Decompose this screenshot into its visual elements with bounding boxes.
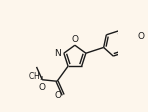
Text: O: O — [137, 32, 144, 40]
Text: O: O — [55, 90, 62, 99]
Text: O: O — [38, 82, 45, 91]
Text: O: O — [71, 34, 78, 43]
Text: N: N — [54, 49, 61, 58]
Text: CH$_3$: CH$_3$ — [28, 70, 45, 82]
